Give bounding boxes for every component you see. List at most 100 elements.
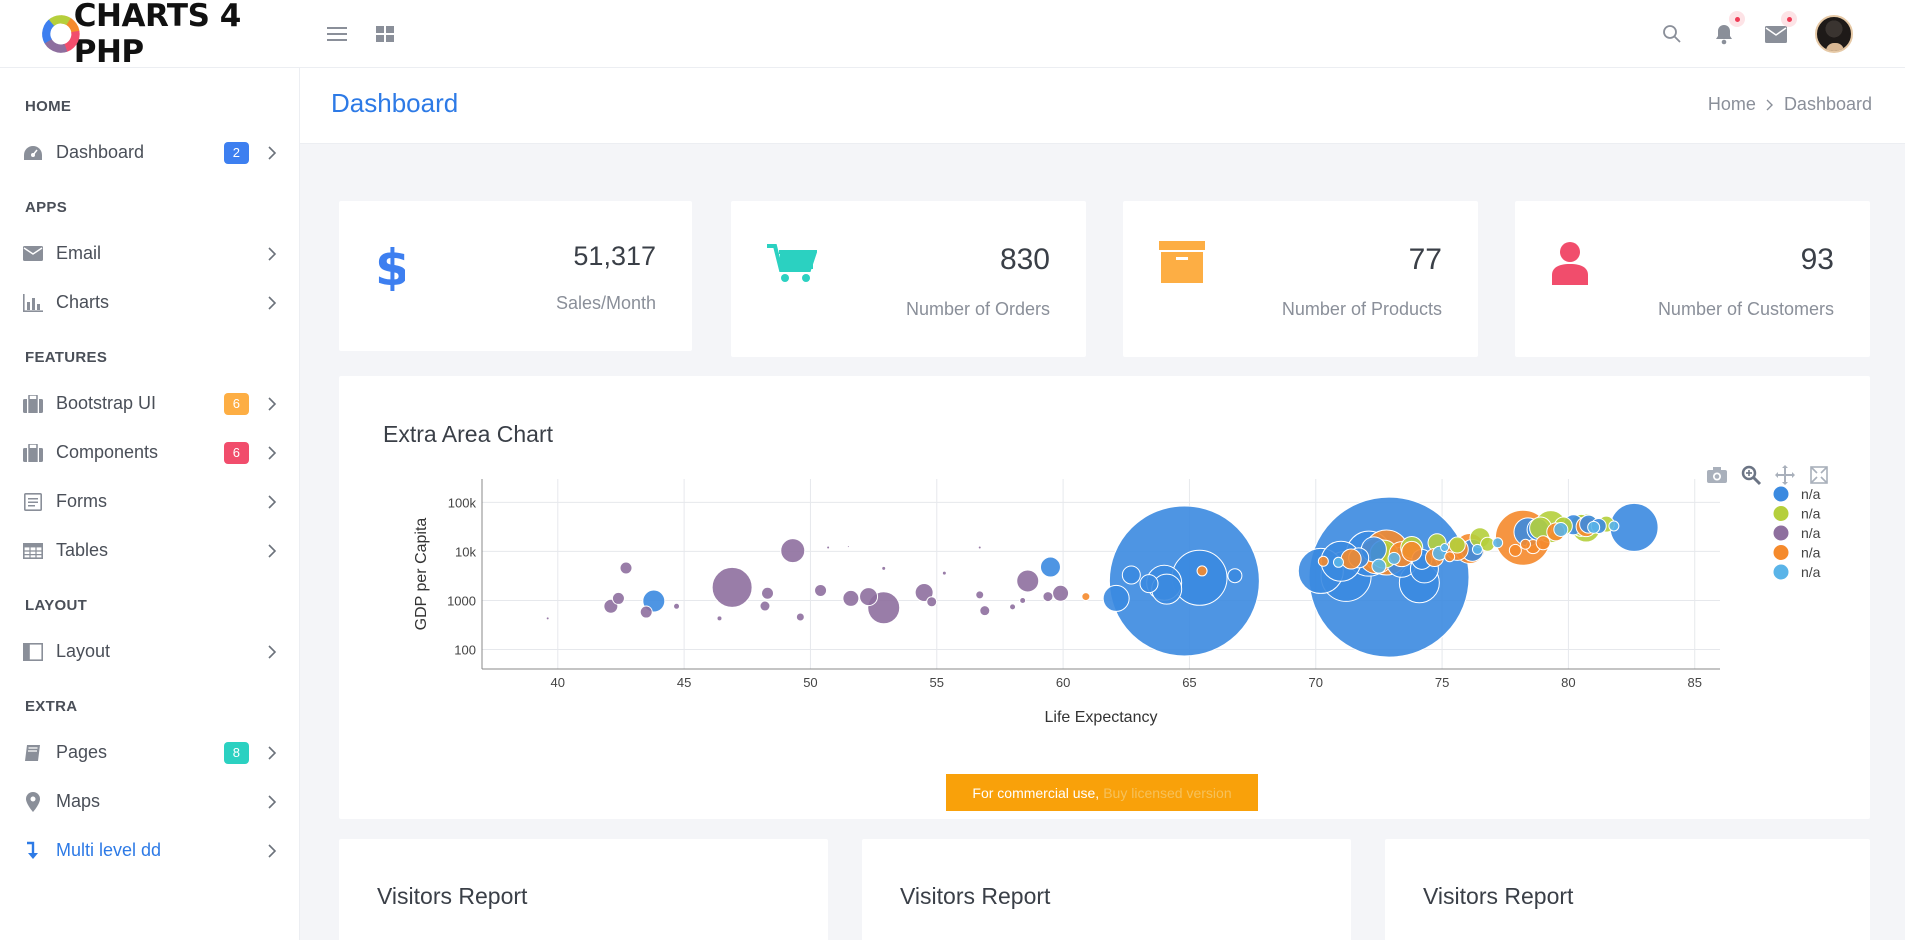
stat-label: Number of Customers [1657,299,1834,319]
breadcrumb-current: Dashboard [1783,94,1872,114]
sidebar-item-tables[interactable]: Tables [0,526,299,575]
stat-value: 51,317 [573,241,656,271]
sidebar-item-bootstrap-ui[interactable]: Bootstrap UI 6 [0,379,299,428]
x-tick-label: 55 [930,675,944,690]
sidebar-item-charts[interactable]: Charts [0,278,299,327]
stat-value: 77 [1408,243,1442,276]
stat-value: 93 [1800,243,1834,276]
sidebar-item-forms[interactable]: Forms [0,477,299,526]
mail-icon [1765,25,1787,43]
bubble-point [1121,565,1141,585]
bubble-chart[interactable]: 40 45 50 55 60 65 70 75 80 85 100 1000 10k 100k Life E… [339,456,1870,816]
bubble-point [780,538,806,564]
bubble-point [1535,535,1551,551]
notifications-button[interactable] [1711,11,1745,47]
sidebar-item-label: Layout [56,641,111,661]
x-tick-label: 50 [803,675,817,690]
bubble-point [1009,603,1017,611]
bubble-point [1317,555,1329,567]
sidebar-item-email[interactable]: Email [0,229,299,278]
breadcrumb-home[interactable]: Home [1707,94,1756,114]
bell-icon [1716,25,1732,45]
bubble-point [859,587,879,607]
bubble-point [611,591,625,605]
messages-button[interactable] [1763,11,1797,47]
bubble-point [1016,569,1040,593]
sidebar-item-dashboard[interactable]: Dashboard 2 [0,128,299,177]
sidebar-item-components[interactable]: Components 6 [0,428,299,477]
bubble-point [1553,522,1569,538]
chevron-right-icon [267,445,277,461]
legend-marker [1773,486,1789,502]
bubble-point [760,586,774,600]
bubble-point [1102,584,1130,612]
chevron-right-icon [267,794,277,810]
logo-ring-icon [42,14,80,53]
legend-marker [1773,545,1789,560]
sidebar-item-layout[interactable]: Layout [0,627,299,676]
main-content: Dashboard Home Dashboard $ 51,317 Sales/… [300,68,1905,940]
search-icon[interactable] [1659,21,1685,47]
book-icon [22,742,44,764]
chevron-right-icon [267,145,277,161]
sidebar: HOME Dashboard 2 APPS Email Charts FEATU… [0,68,300,940]
bubble-point [1371,558,1387,574]
chevron-right-icon [267,246,277,262]
briefcase-icon [22,442,44,464]
y-axis-label: GDP per Capita [413,518,430,631]
legend-label: n/a [1801,545,1821,561]
sidebar-item-pages[interactable]: Pages 8 [0,728,299,777]
user-avatar[interactable] [1815,15,1853,53]
dollar-icon: $ [375,239,405,291]
notification-indicator [1729,11,1745,27]
visitors-report-title: Visitors Report [377,883,528,909]
brand-name: CHARTS 4 PHP [73,0,242,70]
chevron-right-icon [267,843,277,859]
stat-card-orders: 830 Number of Orders [731,201,1086,357]
bubble-point [639,605,653,619]
bubble-point [545,616,550,621]
count-badge: 8 [223,741,249,764]
bubble-point [1492,537,1504,549]
zoom-icon[interactable] [1740,464,1762,486]
x-tick-label: 80 [1561,675,1575,690]
message-indicator [1781,11,1797,27]
brand-logo[interactable]: CHARTS 4 PHP [0,0,300,70]
y-tick-label: 10k [455,544,476,559]
bubble-point [1139,574,1159,594]
menu-icon[interactable] [326,23,348,45]
bubble-point [926,596,938,608]
bubble-point [842,589,860,607]
sidebar-section-title: EXTRA [25,697,78,715]
chevron-right-icon [267,396,277,412]
sidebar-section-title: FEATURES [25,348,108,366]
grid-icon[interactable] [374,23,396,45]
sidebar-section-title: LAYOUT [25,596,88,614]
sidebar-item-label: Forms [56,491,107,511]
chart-card-title: Extra Area Chart [383,421,554,447]
sidebar-item-multi-level-dd[interactable]: Multi level dd [0,826,299,875]
stat-label: Number of Products [1281,299,1442,319]
x-tick-label: 40 [551,675,565,690]
sidebar-section-title: APPS [25,198,68,216]
x-tick-label: 45 [677,675,691,690]
map-pin-icon [22,791,44,813]
visitors-report-card: Visitors Report [339,839,828,940]
chart-card: Extra Area Chart 40 45 50 55 60 65 70 75 80 85 100… [339,376,1870,819]
stat-card-products: 77 Number of Products [1123,201,1478,357]
buy-license-link[interactable]: Buy licensed version [1103,784,1232,801]
bubble-point [977,545,982,550]
x-tick-label: 60 [1056,675,1070,690]
sidebar-item-maps[interactable]: Maps [0,777,299,826]
stat-card-customers: 93 Number of Customers [1515,201,1870,357]
bubble-point [711,566,753,608]
bubble-point [914,583,934,603]
pan-icon[interactable] [1774,464,1796,486]
sidebar-item-label: Dashboard [56,142,145,162]
stat-card-sales: $ 51,317 Sales/Month [339,201,692,351]
camera-icon[interactable] [1706,464,1728,486]
briefcase-icon [22,393,44,415]
sidebar-item-label: Tables [56,540,109,560]
autoscale-icon[interactable] [1808,464,1830,486]
bubble-point [1039,556,1061,578]
